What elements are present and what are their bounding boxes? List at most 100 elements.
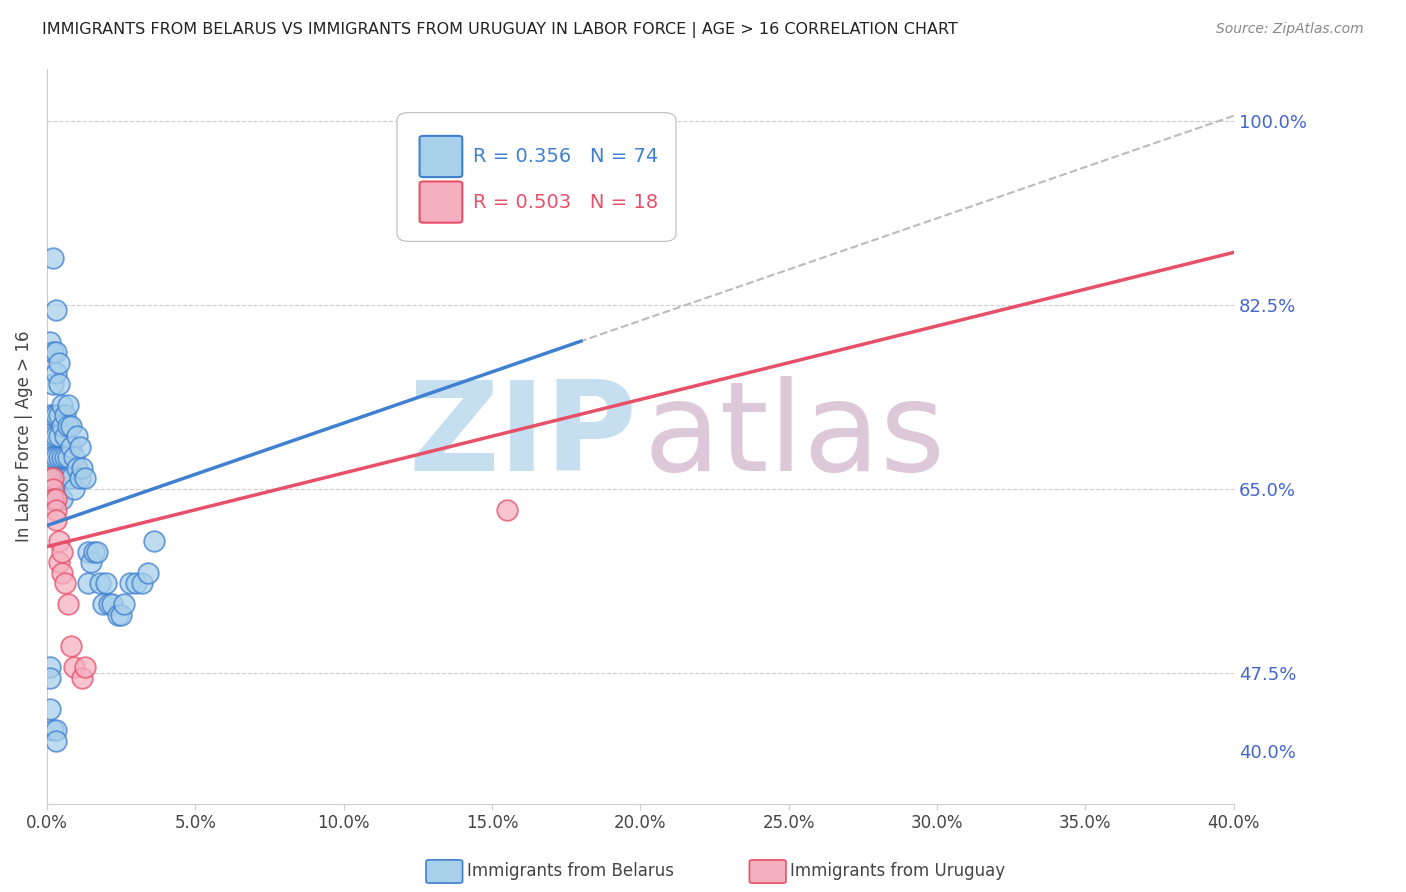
Point [42, 429, 65, 443]
Point [45, 513, 67, 527]
Point [42, 450, 65, 465]
Point [42, 409, 65, 423]
Point [51, 492, 73, 507]
Point [69, 440, 91, 454]
Point [56, 418, 79, 433]
Point [45, 503, 67, 517]
Point [80, 555, 103, 569]
Text: ZIP: ZIP [408, 376, 637, 497]
Point [83, 545, 105, 559]
FancyBboxPatch shape [419, 136, 463, 178]
Point [51, 566, 73, 580]
Point [42, 482, 65, 496]
Point [118, 576, 141, 591]
Point [51, 398, 73, 412]
Point [42, 376, 65, 391]
Point [42, 723, 65, 738]
Point [56, 398, 79, 412]
Point [98, 598, 121, 612]
Point [75, 660, 97, 674]
Point [38, 450, 60, 465]
Text: Source: ZipAtlas.com: Source: ZipAtlas.com [1216, 22, 1364, 37]
Point [142, 534, 165, 549]
Point [89, 576, 111, 591]
Point [51, 545, 73, 559]
Point [45, 345, 67, 359]
Point [38, 660, 60, 674]
Text: R = 0.356   N = 74: R = 0.356 N = 74 [472, 147, 658, 166]
Text: atlas: atlas [644, 376, 946, 497]
Point [53, 471, 76, 485]
Point [96, 576, 118, 591]
Point [48, 555, 70, 569]
Point [107, 607, 129, 622]
Point [38, 334, 60, 349]
Point [45, 303, 67, 318]
Point [48, 450, 70, 465]
Point [45, 471, 67, 485]
Point [45, 366, 67, 380]
Point [48, 376, 70, 391]
Point [62, 660, 84, 674]
Point [136, 566, 159, 580]
Point [42, 251, 65, 265]
Point [131, 576, 153, 591]
Point [59, 418, 82, 433]
Y-axis label: In Labor Force | Age > 16: In Labor Force | Age > 16 [15, 331, 32, 542]
Point [56, 598, 79, 612]
Point [101, 598, 124, 612]
Point [42, 345, 65, 359]
Point [38, 409, 60, 423]
Point [110, 607, 132, 622]
Point [62, 450, 84, 465]
Point [38, 460, 60, 475]
Point [38, 671, 60, 685]
Point [51, 471, 73, 485]
Text: Immigrants from Belarus: Immigrants from Belarus [467, 863, 673, 880]
Point [53, 450, 76, 465]
Point [53, 429, 76, 443]
Point [72, 671, 94, 685]
Point [38, 702, 60, 716]
Point [65, 429, 87, 443]
Point [77, 576, 100, 591]
Point [59, 640, 82, 654]
Point [91, 598, 114, 612]
Point [45, 492, 67, 507]
Text: Immigrants from Uruguay: Immigrants from Uruguay [790, 863, 1005, 880]
Point [45, 409, 67, 423]
Point [495, 503, 517, 517]
Point [77, 545, 100, 559]
Point [45, 723, 67, 738]
Point [125, 576, 148, 591]
Point [38, 492, 60, 507]
Point [42, 471, 65, 485]
Text: IMMIGRANTS FROM BELARUS VS IMMIGRANTS FROM URUGUAY IN LABOR FORCE | AGE > 16 COR: IMMIGRANTS FROM BELARUS VS IMMIGRANTS FR… [42, 22, 957, 38]
Point [45, 450, 67, 465]
Point [65, 460, 87, 475]
Point [45, 492, 67, 507]
Point [112, 598, 135, 612]
Point [56, 471, 79, 485]
FancyBboxPatch shape [419, 181, 463, 223]
Point [48, 429, 70, 443]
Point [38, 471, 60, 485]
Point [45, 734, 67, 748]
Point [59, 440, 82, 454]
Point [48, 409, 70, 423]
Point [53, 409, 76, 423]
Point [42, 492, 65, 507]
Point [53, 576, 76, 591]
Point [75, 471, 97, 485]
Point [51, 418, 73, 433]
Point [45, 429, 67, 443]
Point [86, 545, 108, 559]
Point [69, 471, 91, 485]
Point [42, 492, 65, 507]
Point [48, 356, 70, 370]
Point [51, 450, 73, 465]
Point [59, 471, 82, 485]
Point [62, 482, 84, 496]
Point [48, 471, 70, 485]
Text: R = 0.503   N = 18: R = 0.503 N = 18 [472, 193, 658, 211]
